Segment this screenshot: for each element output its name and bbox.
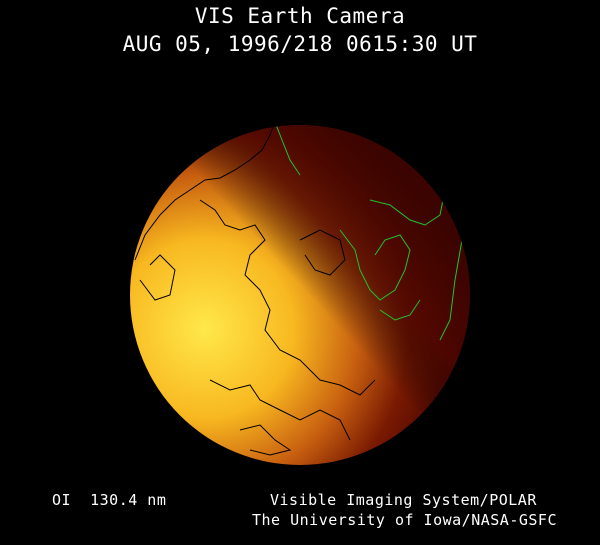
title: VIS Earth Camera xyxy=(194,4,406,28)
credit-line-2: The University of Iowa/NASA-GSFC xyxy=(252,511,557,529)
credit-line-1: Visible Imaging System/POLAR xyxy=(270,491,537,509)
timestamp: AUG 05, 1996/218 0615:30 UT xyxy=(122,32,478,56)
filter-wavelength: OI 130.4 nm xyxy=(52,491,167,509)
night-shading xyxy=(130,125,470,465)
coastline-day xyxy=(134,125,376,456)
